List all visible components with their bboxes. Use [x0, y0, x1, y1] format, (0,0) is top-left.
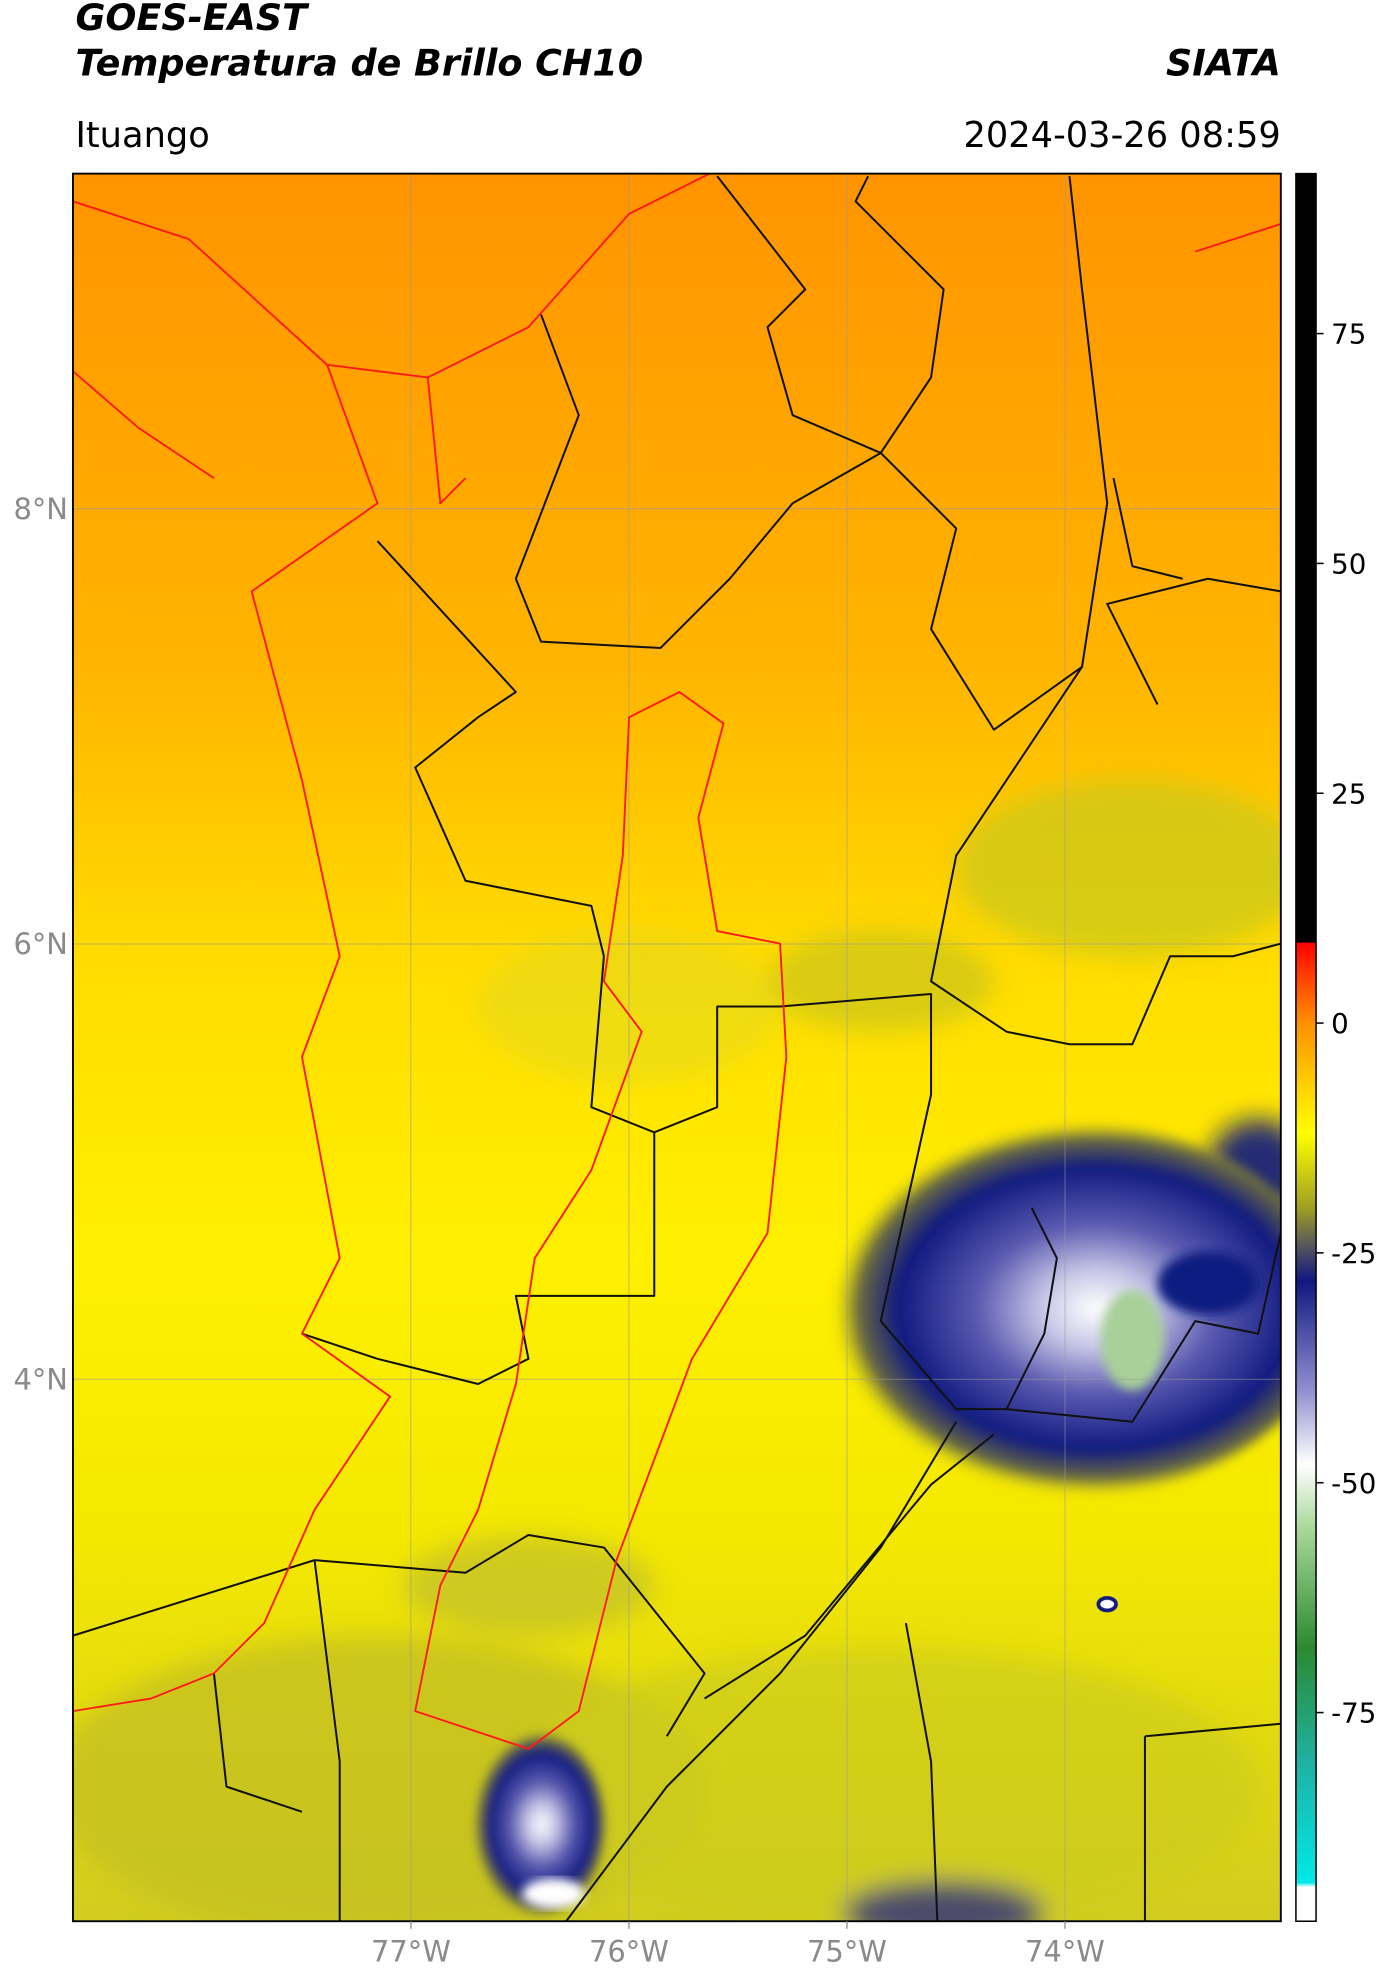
y-tick-label: 8°N	[13, 492, 68, 526]
colorbar-tick-label: 25	[1331, 777, 1366, 810]
map-frame	[72, 172, 1282, 1923]
colorbar-tick-label: -50	[1331, 1467, 1376, 1500]
organization: SIATA	[1166, 41, 1281, 84]
colorbar	[1295, 172, 1317, 1922]
colorbar-tick-label: 0	[1331, 1007, 1349, 1040]
borders	[72, 175, 1281, 1922]
map-area	[72, 173, 1281, 1922]
storm-main	[805, 1119, 1281, 1613]
cloud-patches	[72, 780, 1281, 1922]
source-title: GOES-EAST	[75, 0, 310, 39]
grid	[72, 173, 1281, 1922]
y-tick-label: 4°N	[13, 1362, 68, 1396]
region: Ituango	[75, 115, 209, 156]
x-tick-label: 77°W	[371, 1934, 451, 1968]
x-tick-label: 75°W	[807, 1934, 887, 1968]
y-tick-label: 6°N	[13, 927, 68, 961]
colorbar-tick-label: -25	[1331, 1237, 1376, 1270]
datetime: 2024-03-26 08:59	[963, 115, 1280, 156]
colorbar-tick-label: 50	[1331, 547, 1366, 580]
product-title: Temperatura de Brillo CH10	[75, 41, 643, 84]
x-tick-label: 74°W	[1025, 1934, 1105, 1968]
colorbar-tick-label: -75	[1331, 1697, 1376, 1730]
basin-and-coast	[72, 173, 1281, 1750]
colorbar-tick-label: 75	[1331, 318, 1366, 351]
storm-south	[465, 1729, 604, 1919]
x-tick-label: 76°W	[589, 1934, 669, 1968]
